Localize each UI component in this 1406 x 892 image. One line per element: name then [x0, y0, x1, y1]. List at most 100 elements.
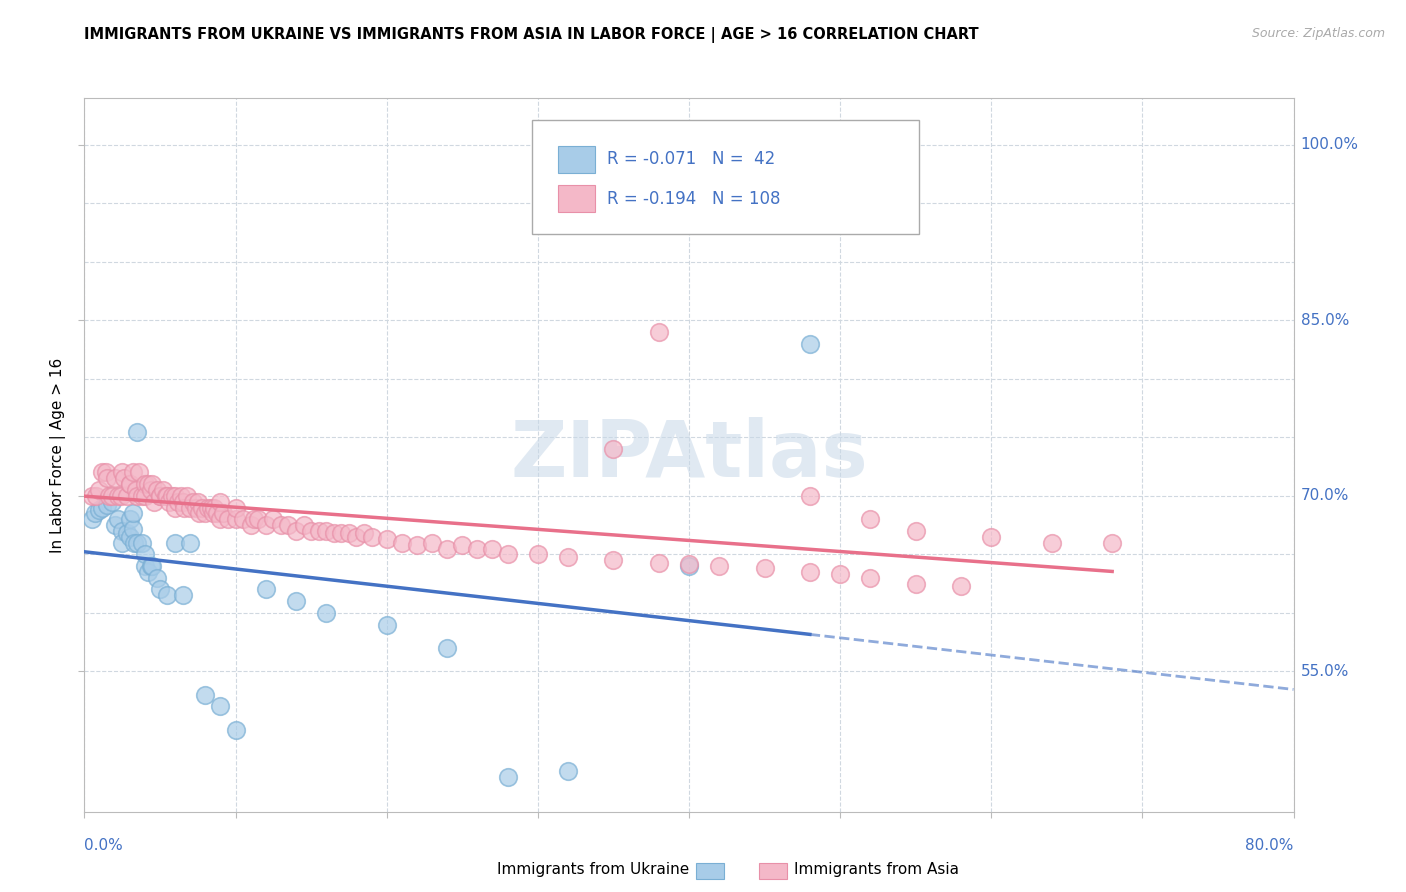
- Point: [451, 538, 474, 552]
- Text: ZIPAtlas: ZIPAtlas: [510, 417, 868, 493]
- Point: [197, 500, 219, 515]
- Point: [859, 512, 882, 526]
- Point: [179, 535, 201, 549]
- Point: [557, 549, 579, 564]
- Point: [91, 466, 114, 480]
- Point: [121, 466, 143, 480]
- Point: [225, 512, 247, 526]
- Point: [709, 559, 731, 574]
- Point: [146, 571, 169, 585]
- Point: [136, 565, 159, 579]
- Point: [149, 582, 172, 597]
- Point: [202, 500, 225, 515]
- Point: [107, 512, 129, 526]
- Point: [360, 530, 382, 544]
- Point: [186, 500, 208, 515]
- Point: [111, 466, 134, 480]
- Point: [242, 512, 264, 526]
- Point: [163, 500, 186, 515]
- Point: [315, 524, 337, 538]
- Point: [187, 494, 209, 508]
- Point: [277, 518, 299, 533]
- Point: [346, 530, 368, 544]
- Text: 0.0%: 0.0%: [84, 838, 124, 854]
- Point: [436, 640, 458, 655]
- Point: [209, 494, 232, 508]
- Bar: [558, 186, 595, 212]
- Point: [134, 489, 156, 503]
- Point: [201, 507, 224, 521]
- Point: [181, 494, 204, 508]
- Point: [284, 594, 308, 608]
- Point: [128, 466, 150, 480]
- Point: [134, 477, 156, 491]
- Point: [950, 579, 973, 593]
- Point: [904, 576, 927, 591]
- Point: [239, 518, 262, 533]
- Point: [602, 553, 624, 567]
- Point: [308, 524, 330, 538]
- Point: [980, 530, 1002, 544]
- Point: [232, 512, 254, 526]
- FancyBboxPatch shape: [531, 120, 918, 234]
- Point: [315, 606, 337, 620]
- Point: [136, 477, 159, 491]
- Point: [647, 325, 671, 339]
- Point: [209, 512, 232, 526]
- Point: [254, 582, 277, 597]
- Point: [118, 477, 141, 491]
- Point: [96, 498, 118, 512]
- Point: [1101, 535, 1123, 549]
- Point: [84, 507, 107, 521]
- Point: [118, 477, 141, 491]
- Point: [194, 688, 217, 702]
- Point: [115, 526, 138, 541]
- Text: Immigrants from Asia: Immigrants from Asia: [794, 863, 959, 877]
- Y-axis label: In Labor Force | Age > 16: In Labor Force | Age > 16: [49, 358, 66, 552]
- Point: [127, 425, 149, 439]
- Point: [191, 500, 214, 515]
- Point: [299, 524, 322, 538]
- Point: [160, 489, 183, 503]
- Point: [111, 524, 134, 538]
- Point: [526, 547, 548, 561]
- Point: [121, 507, 143, 521]
- Point: [209, 699, 232, 714]
- Point: [217, 512, 239, 526]
- Point: [200, 500, 222, 515]
- Point: [799, 489, 821, 503]
- Point: [247, 512, 270, 526]
- Point: [904, 524, 927, 538]
- Point: [799, 336, 821, 351]
- Point: [375, 532, 398, 546]
- Point: [207, 507, 229, 521]
- Point: [172, 588, 194, 602]
- Point: [139, 559, 162, 574]
- Point: [322, 526, 344, 541]
- Point: [86, 489, 108, 503]
- Point: [163, 535, 186, 549]
- Point: [436, 541, 458, 556]
- Point: [141, 559, 163, 574]
- Point: [142, 494, 165, 508]
- Point: [112, 471, 135, 485]
- Point: [647, 556, 671, 570]
- Point: [107, 489, 129, 503]
- Point: [155, 489, 177, 503]
- Point: [146, 483, 169, 497]
- Point: [337, 526, 360, 541]
- Point: [754, 561, 776, 575]
- Point: [127, 535, 149, 549]
- Point: [104, 471, 127, 485]
- Point: [141, 477, 163, 491]
- Text: 80.0%: 80.0%: [1246, 838, 1294, 854]
- Point: [1040, 535, 1063, 549]
- Point: [97, 489, 120, 503]
- Point: [330, 526, 353, 541]
- Text: Immigrants from Ukraine: Immigrants from Ukraine: [496, 863, 689, 877]
- Point: [118, 530, 141, 544]
- Point: [118, 512, 141, 526]
- Point: [254, 518, 277, 533]
- Point: [262, 512, 284, 526]
- Point: [125, 483, 148, 497]
